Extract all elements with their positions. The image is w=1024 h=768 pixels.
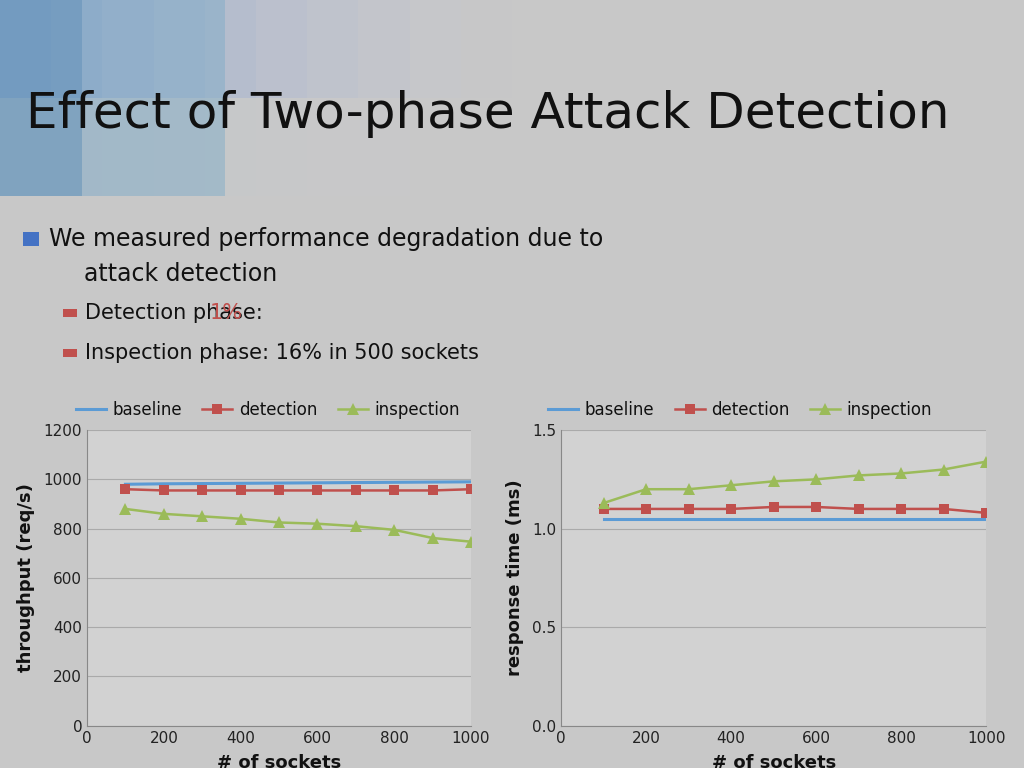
Bar xyxy=(461,0,512,98)
Y-axis label: response time (ms): response time (ms) xyxy=(506,479,524,677)
Legend: baseline, detection, inspection: baseline, detection, inspection xyxy=(76,401,460,419)
Bar xyxy=(307,0,358,98)
Bar xyxy=(102,0,154,98)
X-axis label: # of sockets: # of sockets xyxy=(217,754,341,768)
X-axis label: # of sockets: # of sockets xyxy=(712,754,836,768)
Text: attack detection: attack detection xyxy=(84,262,278,286)
Legend: baseline, detection, inspection: baseline, detection, inspection xyxy=(548,401,932,419)
Bar xyxy=(102,98,154,196)
Bar xyxy=(205,98,256,196)
Bar xyxy=(0,0,225,196)
Bar xyxy=(358,0,410,98)
Text: Detection phase:: Detection phase: xyxy=(85,303,269,323)
Bar xyxy=(0,0,82,196)
Text: Effect of Two-phase Attack Detection: Effect of Two-phase Attack Detection xyxy=(26,90,949,137)
Bar xyxy=(0,98,51,196)
Bar xyxy=(205,0,256,98)
Bar xyxy=(358,98,410,196)
Text: Inspection phase: 16% in 500 sockets: Inspection phase: 16% in 500 sockets xyxy=(85,343,479,363)
Bar xyxy=(410,0,461,98)
Bar xyxy=(0,0,51,98)
Bar xyxy=(63,349,77,357)
Bar xyxy=(51,98,102,196)
Text: 1%: 1% xyxy=(210,303,243,323)
Bar xyxy=(307,98,358,196)
Bar xyxy=(461,98,512,196)
Bar xyxy=(154,0,205,98)
Bar xyxy=(154,98,205,196)
Y-axis label: throughput (req/s): throughput (req/s) xyxy=(17,484,36,672)
Bar xyxy=(256,98,307,196)
Bar xyxy=(256,0,307,98)
Text: We measured performance degradation due to: We measured performance degradation due … xyxy=(49,227,603,250)
Bar xyxy=(410,98,461,196)
Bar xyxy=(23,232,39,246)
Bar xyxy=(63,310,77,317)
Bar xyxy=(51,0,102,98)
